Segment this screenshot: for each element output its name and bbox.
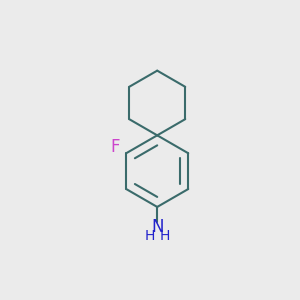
- Text: H: H: [144, 229, 155, 243]
- Text: H: H: [160, 229, 170, 243]
- Text: F: F: [110, 138, 120, 156]
- Text: N: N: [151, 218, 164, 236]
